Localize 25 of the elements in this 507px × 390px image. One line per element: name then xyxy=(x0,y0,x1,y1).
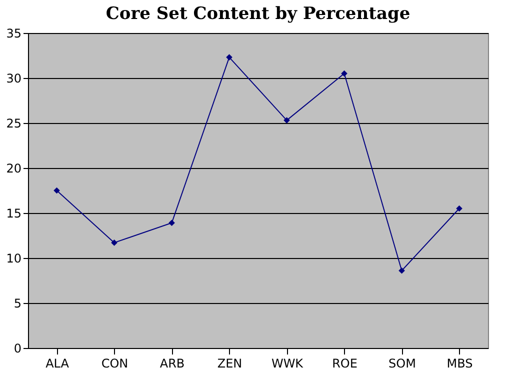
point xyxy=(168,220,175,226)
y-tick-label: 15 xyxy=(6,206,22,220)
y-tick-label: 25 xyxy=(6,116,22,130)
point xyxy=(226,54,232,60)
y-tick-label: 0 xyxy=(14,342,22,356)
x-tick-label: CON xyxy=(101,356,128,370)
point xyxy=(341,70,348,77)
x-tick-label: ALA xyxy=(46,356,70,370)
x-tick-label: ZEN xyxy=(217,356,242,370)
y-tick-label: 20 xyxy=(6,162,22,176)
point xyxy=(398,267,405,274)
chart-title: Core Set Content by Percentage xyxy=(106,4,410,24)
point xyxy=(456,205,462,212)
point xyxy=(111,240,118,246)
y-tick-label: 30 xyxy=(6,72,22,86)
x-tick-label: ROE xyxy=(332,356,358,370)
y-tick-label: 35 xyxy=(6,26,22,40)
x-tick-label: SOM xyxy=(388,356,416,370)
point xyxy=(54,187,60,194)
y-tick-label: 10 xyxy=(6,252,22,266)
point xyxy=(284,117,290,124)
x-tick-label: MBS xyxy=(446,356,473,370)
y-tick-label: 5 xyxy=(14,296,22,310)
x-tick-label: WWK xyxy=(271,356,304,370)
x-tick-label: ARB xyxy=(160,356,185,370)
